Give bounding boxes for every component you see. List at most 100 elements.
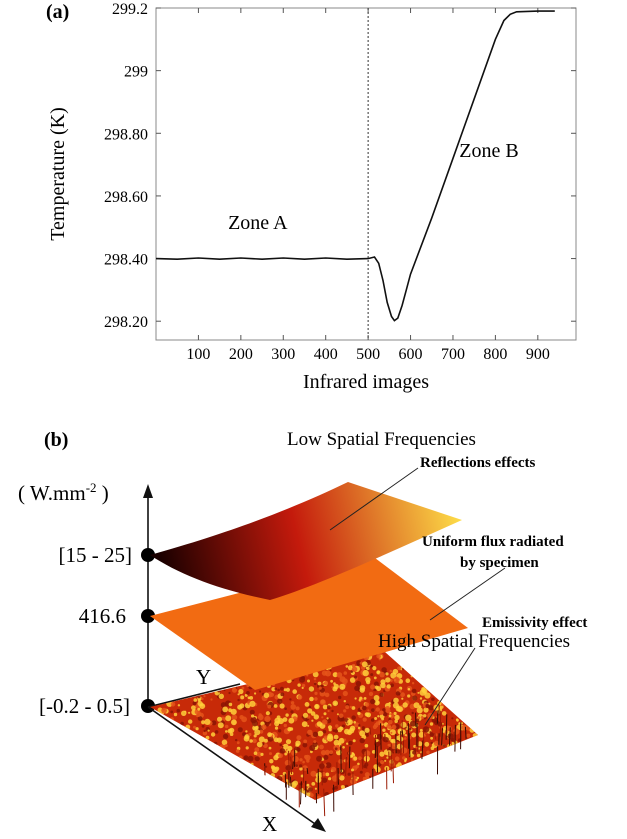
noise-spike — [464, 726, 467, 739]
noise-speck — [285, 765, 292, 771]
noise-speck — [355, 680, 362, 687]
noise-spike — [448, 727, 451, 746]
noise-speck — [333, 739, 340, 746]
high-frequency-title: High Spatial Frequencies — [378, 631, 570, 652]
noise-speck — [197, 707, 201, 711]
noise-speck — [313, 714, 319, 720]
noise-speck — [343, 671, 348, 675]
noise-speck — [237, 698, 240, 702]
noise-spike — [345, 756, 347, 776]
noise-spike — [337, 773, 339, 784]
noise-speck — [446, 725, 450, 730]
noise-speck — [317, 681, 322, 686]
noise-speck — [397, 762, 402, 767]
uniform-flux-label-line2: by specimen — [460, 555, 539, 571]
noise-speck — [354, 697, 357, 700]
noise-speck — [422, 688, 428, 694]
noise-speck — [351, 706, 356, 710]
x-tick-label: 200 — [229, 346, 253, 363]
noise-speck — [410, 759, 414, 762]
noise-speck — [311, 782, 316, 786]
noise-speck — [391, 724, 397, 730]
noise-speck — [339, 775, 345, 781]
noise-speck — [261, 724, 267, 730]
noise-speck — [423, 734, 427, 737]
level-marker-reflection — [141, 548, 155, 562]
panel-label-b: (b) — [44, 429, 68, 451]
noise-speck — [290, 782, 297, 789]
noise-speck — [411, 711, 414, 715]
noise-speck — [288, 717, 295, 724]
noise-speck — [401, 667, 405, 671]
noise-speck — [388, 702, 391, 705]
noise-speck — [249, 700, 256, 708]
noise-speck — [321, 684, 324, 688]
temperature-series-line — [155, 10, 555, 322]
noise-spike — [365, 749, 368, 769]
noise-speck — [267, 704, 272, 709]
noise-speck — [263, 692, 270, 699]
noise-speck — [423, 714, 427, 718]
noise-spike — [417, 735, 419, 753]
noise-speck — [411, 732, 417, 738]
noise-speck — [393, 711, 397, 716]
noise-speck — [373, 722, 379, 728]
noise-speck — [343, 709, 347, 713]
noise-speck — [379, 671, 385, 678]
noise-speck — [357, 762, 360, 766]
noise-speck — [340, 717, 345, 722]
noise-speck — [332, 686, 338, 692]
noise-speck — [386, 724, 392, 729]
x-tick-label: 600 — [399, 346, 423, 363]
noise-speck — [324, 670, 332, 677]
y-axis-letter: Y — [196, 665, 211, 689]
noise-speck — [181, 710, 187, 716]
zone-label: Zone A — [228, 212, 288, 234]
noise-speck — [410, 675, 413, 678]
noise-speck — [386, 684, 391, 689]
noise-speck — [346, 742, 349, 745]
noise-speck — [217, 722, 224, 729]
noise-speck — [349, 754, 353, 758]
noise-speck — [327, 725, 333, 730]
noise-speck — [268, 746, 272, 750]
noise-speck — [430, 746, 435, 750]
noise-speck — [279, 748, 286, 754]
noise-speck — [287, 745, 293, 751]
y-axis: 298.20 298.40 298.60 298.80 299 299.2 — [104, 1, 576, 331]
y-tick-label: 299.2 — [112, 1, 148, 18]
noise-speck — [308, 706, 312, 709]
noise-leader-line — [424, 647, 476, 726]
y-tick-label: 298.40 — [104, 252, 148, 269]
noise-speck — [393, 676, 400, 684]
noise-speck — [316, 772, 323, 778]
noise-speck — [322, 704, 328, 710]
noise-speck — [222, 733, 229, 740]
noise-speck — [301, 683, 306, 688]
noise-speck — [359, 730, 366, 737]
noise-speck — [380, 679, 386, 685]
noise-speck — [349, 779, 355, 785]
noise-speck — [390, 731, 393, 734]
noise-speck — [388, 717, 391, 720]
noise-speck — [244, 693, 248, 697]
noise-speck — [316, 755, 323, 762]
noise-speck — [381, 667, 387, 673]
noise-speck — [376, 653, 381, 659]
noise-spike — [292, 761, 294, 770]
noise-speck — [397, 666, 402, 671]
noise-speck — [299, 767, 303, 771]
noise-speck — [324, 692, 330, 698]
noise-spike — [264, 765, 266, 776]
noise-speck — [324, 681, 329, 685]
noise-speck — [363, 697, 367, 700]
noise-speck — [351, 666, 358, 673]
level-label-reflection: [15 - 25] — [59, 543, 132, 567]
noise-speck — [247, 696, 251, 700]
noise-speck — [185, 724, 191, 730]
reflection-leader-line — [329, 467, 419, 531]
noise-speck — [331, 686, 334, 689]
noise-speck — [197, 716, 203, 721]
noise-speck — [303, 739, 308, 744]
